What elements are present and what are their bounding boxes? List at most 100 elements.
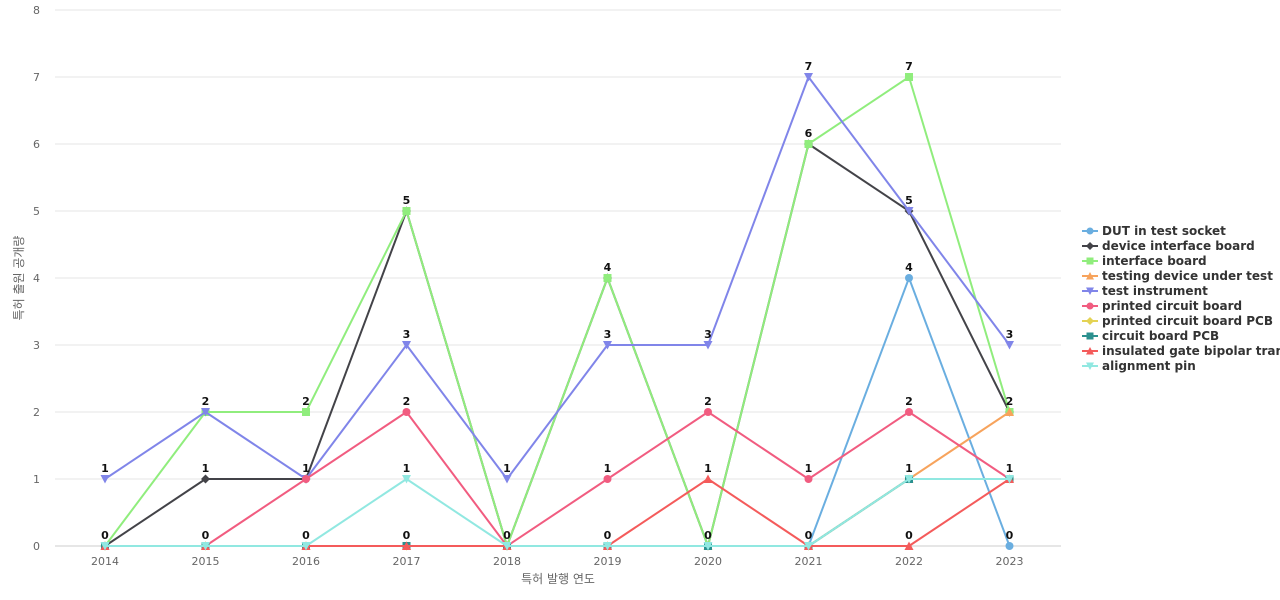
legend-item[interactable]: alignment pin: [1082, 359, 1196, 373]
data-point[interactable]: [301, 542, 311, 551]
data-label: 1: [805, 462, 813, 475]
x-tick-label: 2015: [192, 555, 220, 568]
data-point[interactable]: [402, 341, 411, 350]
legend-label: printed circuit board PCB: [1102, 314, 1273, 328]
legend-item[interactable]: insulated gate bipolar tran...: [1082, 344, 1280, 358]
data-point[interactable]: [502, 542, 512, 551]
data-point[interactable]: [703, 341, 713, 350]
data-point[interactable]: [502, 475, 512, 484]
data-label: 2: [202, 395, 210, 408]
data-label: 0: [503, 529, 511, 542]
legend-marker: [1086, 362, 1094, 370]
legend-item[interactable]: DUT in test socket: [1082, 224, 1226, 238]
data-point[interactable]: [704, 408, 712, 416]
legend-item[interactable]: testing device under test: [1082, 269, 1273, 283]
data-label: 0: [403, 529, 411, 542]
y-tick-label: 4: [33, 272, 40, 285]
legend-label: DUT in test socket: [1102, 224, 1226, 238]
data-label: 1: [604, 462, 612, 475]
data-label: 0: [704, 529, 712, 542]
x-tick-label: 2023: [996, 555, 1024, 568]
x-tick-label: 2018: [493, 555, 521, 568]
data-label: 0: [604, 529, 612, 542]
legend-item[interactable]: interface board: [1082, 254, 1207, 268]
data-point[interactable]: [302, 408, 310, 416]
data-point[interactable]: [201, 474, 210, 484]
data-point[interactable]: [603, 475, 612, 483]
x-tick-label: 2022: [895, 555, 923, 568]
legend-marker: [1086, 347, 1094, 355]
y-tick-label: 1: [33, 473, 40, 486]
data-point[interactable]: [804, 140, 813, 148]
data-point[interactable]: [402, 207, 411, 215]
data-label: 4: [905, 261, 913, 274]
legend-label: test instrument: [1102, 284, 1208, 298]
data-point[interactable]: [905, 274, 913, 282]
data-label: 2: [302, 395, 310, 408]
data-point[interactable]: [603, 341, 612, 350]
y-tick-label: 6: [33, 138, 40, 151]
y-tick-label: 0: [33, 540, 40, 553]
data-point[interactable]: [402, 475, 411, 484]
x-tick-label: 2021: [795, 555, 823, 568]
data-label: 7: [905, 60, 913, 73]
data-label: 1: [302, 462, 310, 475]
data-point[interactable]: [905, 73, 913, 81]
legend-item[interactable]: printed circuit board: [1082, 299, 1242, 313]
legend-label: circuit board PCB: [1102, 329, 1219, 343]
legend-marker: [1086, 302, 1094, 310]
series-lines: [100, 73, 1015, 551]
data-point[interactable]: [1005, 341, 1014, 350]
data-label: 2: [403, 395, 411, 408]
x-tick-label: 2016: [292, 555, 320, 568]
data-point[interactable]: [905, 408, 913, 416]
legend-label: testing device under test: [1102, 269, 1273, 283]
data-label: 1: [905, 462, 913, 475]
data-point[interactable]: [804, 542, 813, 551]
x-axis-title: 특허 발행 연도: [521, 571, 595, 586]
data-point[interactable]: [904, 207, 914, 216]
data-point[interactable]: [302, 475, 310, 483]
data-point[interactable]: [703, 474, 713, 484]
x-axis-ticks: 2014 2015 2016 2017 2018 2019 2020 2021 2022 2023: [91, 555, 1024, 568]
y-axis-title: 특허 출원 공개량: [12, 236, 26, 321]
data-label: 6: [805, 127, 813, 140]
data-point[interactable]: [100, 475, 110, 484]
data-label: 2: [1006, 395, 1014, 408]
data-point[interactable]: [1005, 542, 1014, 550]
data-point[interactable]: [402, 408, 411, 416]
legend-label: device interface board: [1102, 239, 1255, 253]
legend-marker: [1086, 332, 1094, 340]
series-alignment-pin[interactable]: [100, 475, 1015, 551]
data-point[interactable]: [804, 475, 813, 483]
data-point[interactable]: [904, 541, 914, 551]
data-label: 3: [604, 328, 612, 341]
legend-item[interactable]: test instrument: [1082, 284, 1208, 298]
data-label: 4: [604, 261, 612, 274]
data-point[interactable]: [100, 542, 110, 551]
series-line: [104, 76, 1011, 547]
x-tick-label: 2019: [594, 555, 622, 568]
data-point[interactable]: [201, 408, 210, 417]
legend-marker: [1086, 287, 1094, 295]
data-point[interactable]: [201, 542, 210, 551]
data-point[interactable]: [1005, 407, 1014, 417]
data-point[interactable]: [703, 542, 713, 551]
legend-item[interactable]: printed circuit board PCB: [1082, 314, 1273, 328]
legend-item[interactable]: device interface board: [1082, 239, 1255, 253]
data-point[interactable]: [904, 475, 914, 484]
data-point[interactable]: [603, 542, 612, 551]
data-label: 1: [704, 462, 712, 475]
data-label: 1: [202, 462, 210, 475]
x-tick-label: 2014: [91, 555, 119, 568]
data-point[interactable]: [603, 274, 612, 282]
data-point[interactable]: [402, 541, 411, 551]
data-label: 7: [805, 60, 813, 73]
data-point[interactable]: [804, 73, 813, 82]
data-point[interactable]: [1005, 475, 1014, 484]
legend-marker: [1086, 227, 1094, 235]
legend-item[interactable]: circuit board PCB: [1082, 329, 1219, 343]
